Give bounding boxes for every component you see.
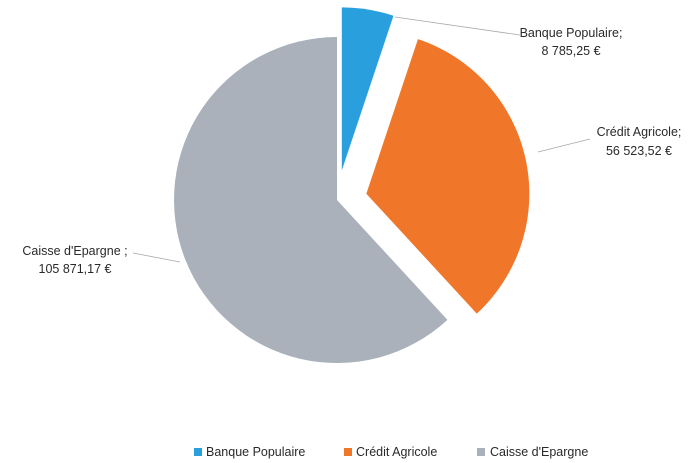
slice-label-value-banque-populaire: 8 785,25 €	[541, 44, 600, 58]
slice-label-value-caisse-epargne: 105 871,17 €	[39, 262, 112, 276]
legend-label-credit-agricole: Crédit Agricole	[356, 445, 437, 459]
slice-labels: Banque Populaire; 8 785,25 € Crédit Agri…	[22, 26, 681, 276]
leader-line-credit-agricole	[537, 138, 591, 153]
leader-lines	[132, 16, 591, 263]
pie-slice-credit-agricole	[366, 39, 530, 314]
slice-label-name-credit-agricole: Crédit Agricole;	[597, 125, 682, 139]
slice-label-name-caisse-epargne: Caisse d'Epargne ;	[22, 244, 127, 258]
legend-swatch-caisse-epargne	[477, 448, 485, 456]
pie-slices	[174, 7, 530, 364]
legend-label-banque-populaire: Banque Populaire	[206, 445, 305, 459]
legend-item-banque-populaire: Banque Populaire	[194, 445, 305, 459]
legend-item-caisse-epargne: Caisse d'Epargne	[477, 445, 588, 459]
legend-label-caisse-epargne: Caisse d'Epargne	[490, 445, 588, 459]
leader-line-caisse-epargne	[132, 252, 181, 263]
legend: Banque Populaire Crédit Agricole Caisse …	[194, 445, 588, 459]
slice-label-value-credit-agricole: 56 523,52 €	[606, 144, 672, 158]
pie-slice-banque-populaire	[341, 7, 394, 171]
legend-swatch-credit-agricole	[344, 448, 352, 456]
legend-item-credit-agricole: Crédit Agricole	[344, 445, 437, 459]
leader-line-banque-populaire	[394, 16, 521, 36]
legend-swatch-banque-populaire	[194, 448, 202, 456]
pie-slice-caisse-epargne	[174, 37, 448, 364]
slice-label-name-banque-populaire: Banque Populaire;	[520, 26, 623, 40]
